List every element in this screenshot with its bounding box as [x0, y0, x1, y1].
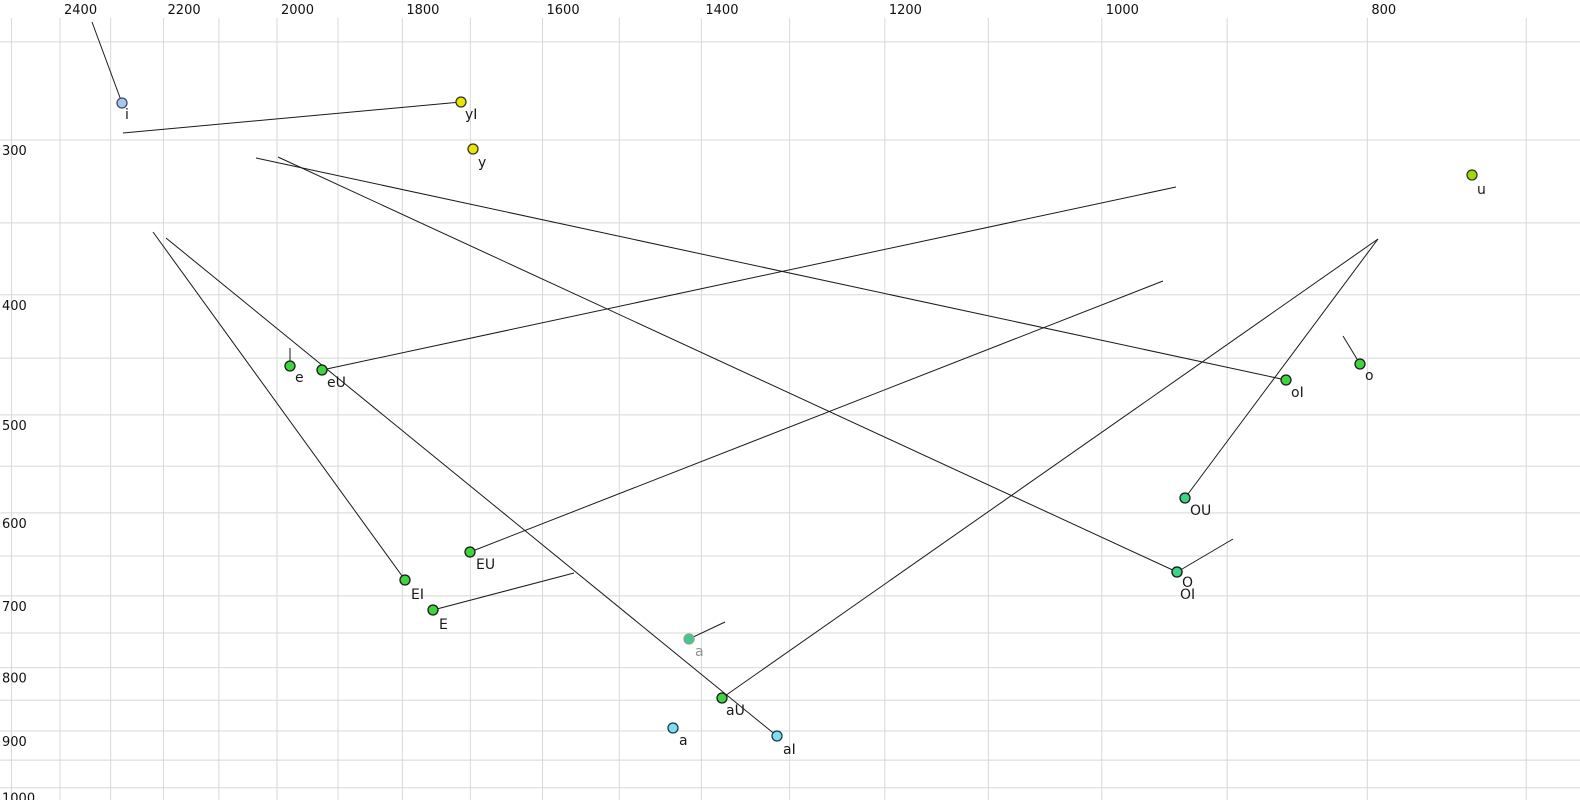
vowel-trajectory-yI	[122, 101, 462, 134]
vowel-dot-EU	[464, 546, 476, 558]
vowel-dot-OI	[1171, 566, 1183, 578]
vowel-label-E: E	[439, 617, 448, 633]
y-tick-label-1000: 1000	[2, 792, 35, 800]
vowel-dot-u	[1466, 169, 1478, 181]
vowel-trajectory-EU	[469, 280, 1164, 553]
vowel-label-eU: eU	[327, 375, 346, 391]
vowel-label-aU: aU	[726, 703, 745, 719]
vowel-dot-y	[467, 143, 479, 155]
vowel-trajectory-a	[688, 621, 726, 640]
vowel-label-y: y	[478, 155, 486, 171]
vowel-dot-EI	[399, 574, 411, 586]
vowel-dot-a	[683, 633, 695, 645]
vowel-dot-aI	[771, 730, 783, 742]
vowel-dot-aU	[716, 692, 728, 704]
x-tick-label-1000: 1000	[1106, 3, 1139, 18]
y-tick-label-700: 700	[2, 600, 27, 615]
vowel-trajectory-OI	[277, 156, 1178, 573]
y-tick-label-600: 600	[2, 517, 27, 532]
vowel-dot-yI	[455, 96, 467, 108]
vowel-label-a: a	[695, 644, 704, 660]
x-tick-label-1200: 1200	[889, 3, 922, 18]
vowel-trajectory-E	[432, 572, 575, 611]
vowel-dot-e	[284, 360, 296, 372]
y-tick-label-500: 500	[2, 419, 27, 434]
x-tick-label-1600: 1600	[547, 3, 580, 18]
vowel-label-OU: OU	[1190, 503, 1211, 519]
vowel-label-o: o	[1365, 368, 1374, 384]
vowel-trajectory-OU	[1184, 238, 1379, 499]
vowel-label-yI: yI	[465, 107, 477, 123]
x-tick-label-1800: 1800	[406, 3, 439, 18]
x-tick-label-2000: 2000	[281, 3, 314, 18]
vowel-trajectory-O	[1176, 538, 1234, 573]
vowel-trajectory-i	[91, 21, 123, 104]
vowel-trajectory-EI	[152, 231, 406, 581]
x-tick-label-1400: 1400	[705, 3, 738, 18]
vowel-trajectory-aU	[721, 238, 1379, 699]
y-tick-label-800: 800	[2, 672, 27, 687]
vowel-dot-oI	[1280, 374, 1292, 386]
x-tick-label-2200: 2200	[168, 3, 201, 18]
vowel-label-u: u	[1477, 182, 1486, 198]
vowel-trajectory-eU	[321, 186, 1177, 371]
vowel-label-EI: EI	[411, 587, 424, 603]
vowel-dot-o	[1354, 358, 1366, 370]
vowel-trajectory-oI	[255, 157, 1287, 381]
vowel-dot-i	[116, 97, 128, 109]
y-tick-label-300: 300	[2, 144, 27, 159]
vowel-dot-a	[667, 722, 679, 734]
x-tick-label-2400: 2400	[64, 3, 97, 18]
vowel-label-i: i	[125, 107, 129, 123]
y-tick-label-400: 400	[2, 299, 27, 314]
vowel-label-a: a	[679, 733, 688, 749]
vowel-label-e: e	[295, 370, 304, 386]
vowel-label-EU: EU	[476, 557, 495, 573]
vowel-dot-OU	[1179, 492, 1191, 504]
x-tick-label-800: 800	[1371, 3, 1396, 18]
vowel-trajectory-aI	[165, 237, 778, 737]
vowel-label-aI: aI	[783, 742, 796, 758]
y-tick-label-900: 900	[2, 735, 27, 750]
vowel-dot-E	[427, 604, 439, 616]
vowel-label-oI: oI	[1291, 385, 1304, 401]
vowel-label-O: O	[1182, 575, 1193, 591]
vowel-label-OI: OI	[1180, 587, 1195, 603]
vowel-dot-eU	[316, 364, 328, 376]
